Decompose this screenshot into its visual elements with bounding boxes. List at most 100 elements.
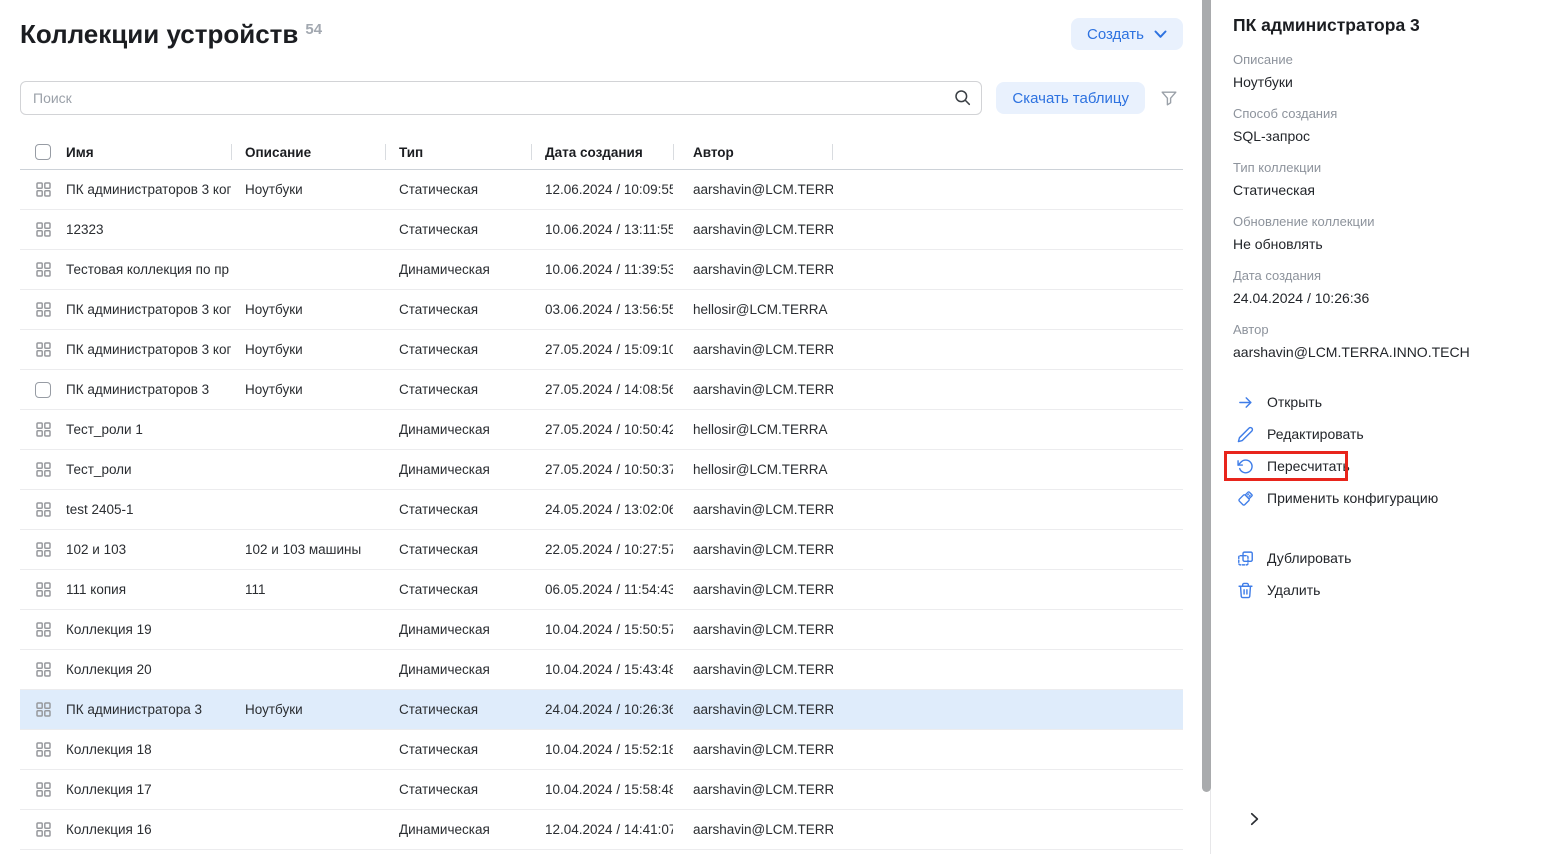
funnel-icon[interactable] — [1161, 91, 1177, 106]
panel-divider — [1201, 0, 1213, 854]
cell-name: Коллекция 20 — [66, 662, 152, 677]
row-leading-cell[interactable] — [20, 782, 66, 797]
cell-type: Динамическая — [399, 262, 490, 277]
table-row[interactable]: Коллекция 20 Динамическая 10.04.2024 / 1… — [20, 650, 1183, 690]
row-leading-cell[interactable] — [20, 822, 66, 837]
cell-name: ПК администраторов 3 коп — [66, 302, 231, 317]
panel-actions-primary: Открыть Редактировать Пересчитать Примен… — [1224, 386, 1545, 514]
row-leading-cell[interactable] — [20, 742, 66, 757]
grid-collection-icon — [35, 742, 51, 757]
panel-fields: Описание Ноутбуки Способ создания SQL-за… — [1233, 52, 1545, 361]
row-leading-cell[interactable] — [20, 582, 66, 597]
row-leading-cell[interactable] — [20, 622, 66, 637]
table-row[interactable]: Коллекция 16 Динамическая 12.04.2024 / 1… — [20, 810, 1183, 850]
cell-date-created: 12.04.2024 / 14:41:07 — [545, 822, 673, 837]
panel-action-label: Открыть — [1267, 394, 1322, 410]
row-leading-cell[interactable] — [20, 662, 66, 677]
vertical-scrollbar[interactable] — [1202, 0, 1211, 792]
table-row[interactable]: Тест_роли 1 Динамическая 27.05.2024 / 10… — [20, 410, 1183, 450]
table-row[interactable]: Коллекция 18 Статическая 10.04.2024 / 15… — [20, 730, 1183, 770]
panel-field-value: 24.04.2024 / 10:26:36 — [1233, 290, 1370, 306]
row-leading-cell[interactable] — [20, 381, 66, 398]
column-header-date-created[interactable]: Дата создания — [531, 135, 673, 169]
cell-description: Ноутбуки — [245, 382, 303, 397]
cell-author: aarshavin@LCM.TERRA.INNO.TECH — [693, 782, 833, 797]
cell-type: Статическая — [399, 702, 479, 717]
cell-date-created: 03.06.2024 / 13:56:55 — [545, 302, 673, 317]
panel-field: Автор aarshavin@LCM.TERRA.INNO.TECH — [1233, 322, 1545, 361]
collection-count-badge: 54 — [305, 21, 323, 38]
table-row[interactable]: Коллекция 17 Статическая 10.04.2024 / 15… — [20, 770, 1183, 810]
cell-type: Динамическая — [399, 822, 490, 837]
cell-name: test 2405-1 — [66, 502, 134, 517]
table-row[interactable]: ПК администраторов 3 коп Ноутбуки Статич… — [20, 330, 1183, 370]
table-row[interactable]: 102 и 103 102 и 103 машины Статическая 2… — [20, 530, 1183, 570]
table-row[interactable]: ПК администраторов 3 Ноутбуки Статическа… — [20, 370, 1183, 410]
panel-field-label: Автор — [1233, 322, 1269, 337]
row-leading-cell[interactable] — [20, 222, 66, 237]
row-leading-cell[interactable] — [20, 342, 66, 357]
column-header-author[interactable]: Автор — [673, 135, 833, 169]
row-leading-cell[interactable] — [20, 422, 66, 437]
cell-author: aarshavin@LCM.TERRA.INNO.TECH — [693, 182, 833, 197]
table-row[interactable]: Тестовая коллекция по пр Динамическая 10… — [20, 250, 1183, 290]
cell-name: ПК администраторов 3 — [66, 382, 210, 397]
cell-author: aarshavin@LCM.TERRA.INNO.TECH — [693, 222, 833, 237]
panel-action-открыть[interactable]: Открыть — [1233, 386, 1545, 418]
cell-name: Коллекция 17 — [66, 782, 152, 797]
table-row[interactable]: Тест_роли Динамическая 27.05.2024 / 10:5… — [20, 450, 1183, 490]
cell-author: aarshavin@LCM.TERRA.INNO.TECH — [693, 542, 833, 557]
flash-drive-icon — [1237, 490, 1254, 507]
table-row[interactable]: ПК администратора 3 Ноутбуки Статическая… — [20, 690, 1183, 730]
column-header-name[interactable]: Имя — [66, 144, 94, 160]
row-checkbox[interactable] — [35, 381, 51, 398]
column-header-type[interactable]: Тип — [385, 135, 531, 169]
cell-date-created: 10.06.2024 / 13:11:55 — [545, 222, 673, 237]
table-row[interactable]: ПК администраторов 3 коп Ноутбуки Статич… — [20, 170, 1183, 210]
cell-description: Ноутбуки — [245, 702, 303, 717]
chevron-right-icon[interactable] — [1245, 810, 1263, 828]
cell-name: ПК администраторов 3 коп — [66, 182, 231, 197]
grid-collection-icon — [35, 542, 51, 557]
panel-action-применить-конфигурацию[interactable]: Применить конфигурацию — [1233, 482, 1545, 514]
panel-action-label: Удалить — [1267, 582, 1321, 598]
panel-action-label: Пересчитать — [1267, 458, 1350, 474]
column-header-description[interactable]: Описание — [231, 135, 385, 169]
cell-date-created: 10.04.2024 / 15:43:48 — [545, 662, 673, 677]
cell-type: Динамическая — [399, 662, 490, 677]
magnifier-icon[interactable] — [954, 89, 971, 106]
row-leading-cell[interactable] — [20, 542, 66, 557]
row-leading-cell[interactable] — [20, 262, 66, 277]
cell-date-created: 27.05.2024 / 10:50:37 — [545, 462, 673, 477]
panel-field-value: SQL-запрос — [1233, 128, 1311, 144]
row-leading-cell[interactable] — [20, 302, 66, 317]
page-title: Коллекции устройств 54 — [20, 19, 323, 49]
row-leading-cell[interactable] — [20, 462, 66, 477]
table-row[interactable]: 111 копия 111 Статическая 06.05.2024 / 1… — [20, 570, 1183, 610]
cell-author: hellosir@LCM.TERRA — [693, 422, 828, 437]
grid-collection-icon — [35, 342, 51, 357]
cell-author: aarshavin@LCM.TERRA.INNO.TECH — [693, 622, 833, 637]
panel-action-дублировать[interactable]: Дублировать — [1233, 542, 1545, 574]
select-all-checkbox[interactable] — [35, 144, 51, 160]
table-row[interactable]: test 2405-1 Статическая 24.05.2024 / 13:… — [20, 490, 1183, 530]
table-row[interactable]: 12323 Статическая 10.06.2024 / 13:11:55 … — [20, 210, 1183, 250]
panel-action-редактировать[interactable]: Редактировать — [1233, 418, 1545, 450]
grid-collection-icon — [35, 622, 51, 637]
row-leading-cell[interactable] — [20, 182, 66, 197]
table-row[interactable]: ПК администраторов 3 коп Ноутбуки Статич… — [20, 290, 1183, 330]
row-leading-cell[interactable] — [20, 702, 66, 717]
table-row[interactable]: Коллекция 19 Динамическая 10.04.2024 / 1… — [20, 610, 1183, 650]
cell-date-created: 27.05.2024 / 15:09:10 — [545, 342, 673, 357]
cell-name: Коллекция 19 — [66, 622, 152, 637]
row-leading-cell[interactable] — [20, 502, 66, 517]
download-table-button[interactable]: Скачать таблицу — [996, 82, 1145, 114]
cell-author: aarshavin@LCM.TERRA.INNO.TECH — [693, 662, 833, 677]
panel-action-удалить[interactable]: Удалить — [1233, 574, 1545, 606]
cell-type: Статическая — [399, 222, 479, 237]
create-button[interactable]: Создать — [1070, 18, 1183, 50]
panel-action-пересчитать[interactable]: Пересчитать — [1224, 450, 1545, 482]
search-input[interactable] — [20, 81, 983, 115]
cell-name: 102 и 103 — [66, 542, 127, 557]
